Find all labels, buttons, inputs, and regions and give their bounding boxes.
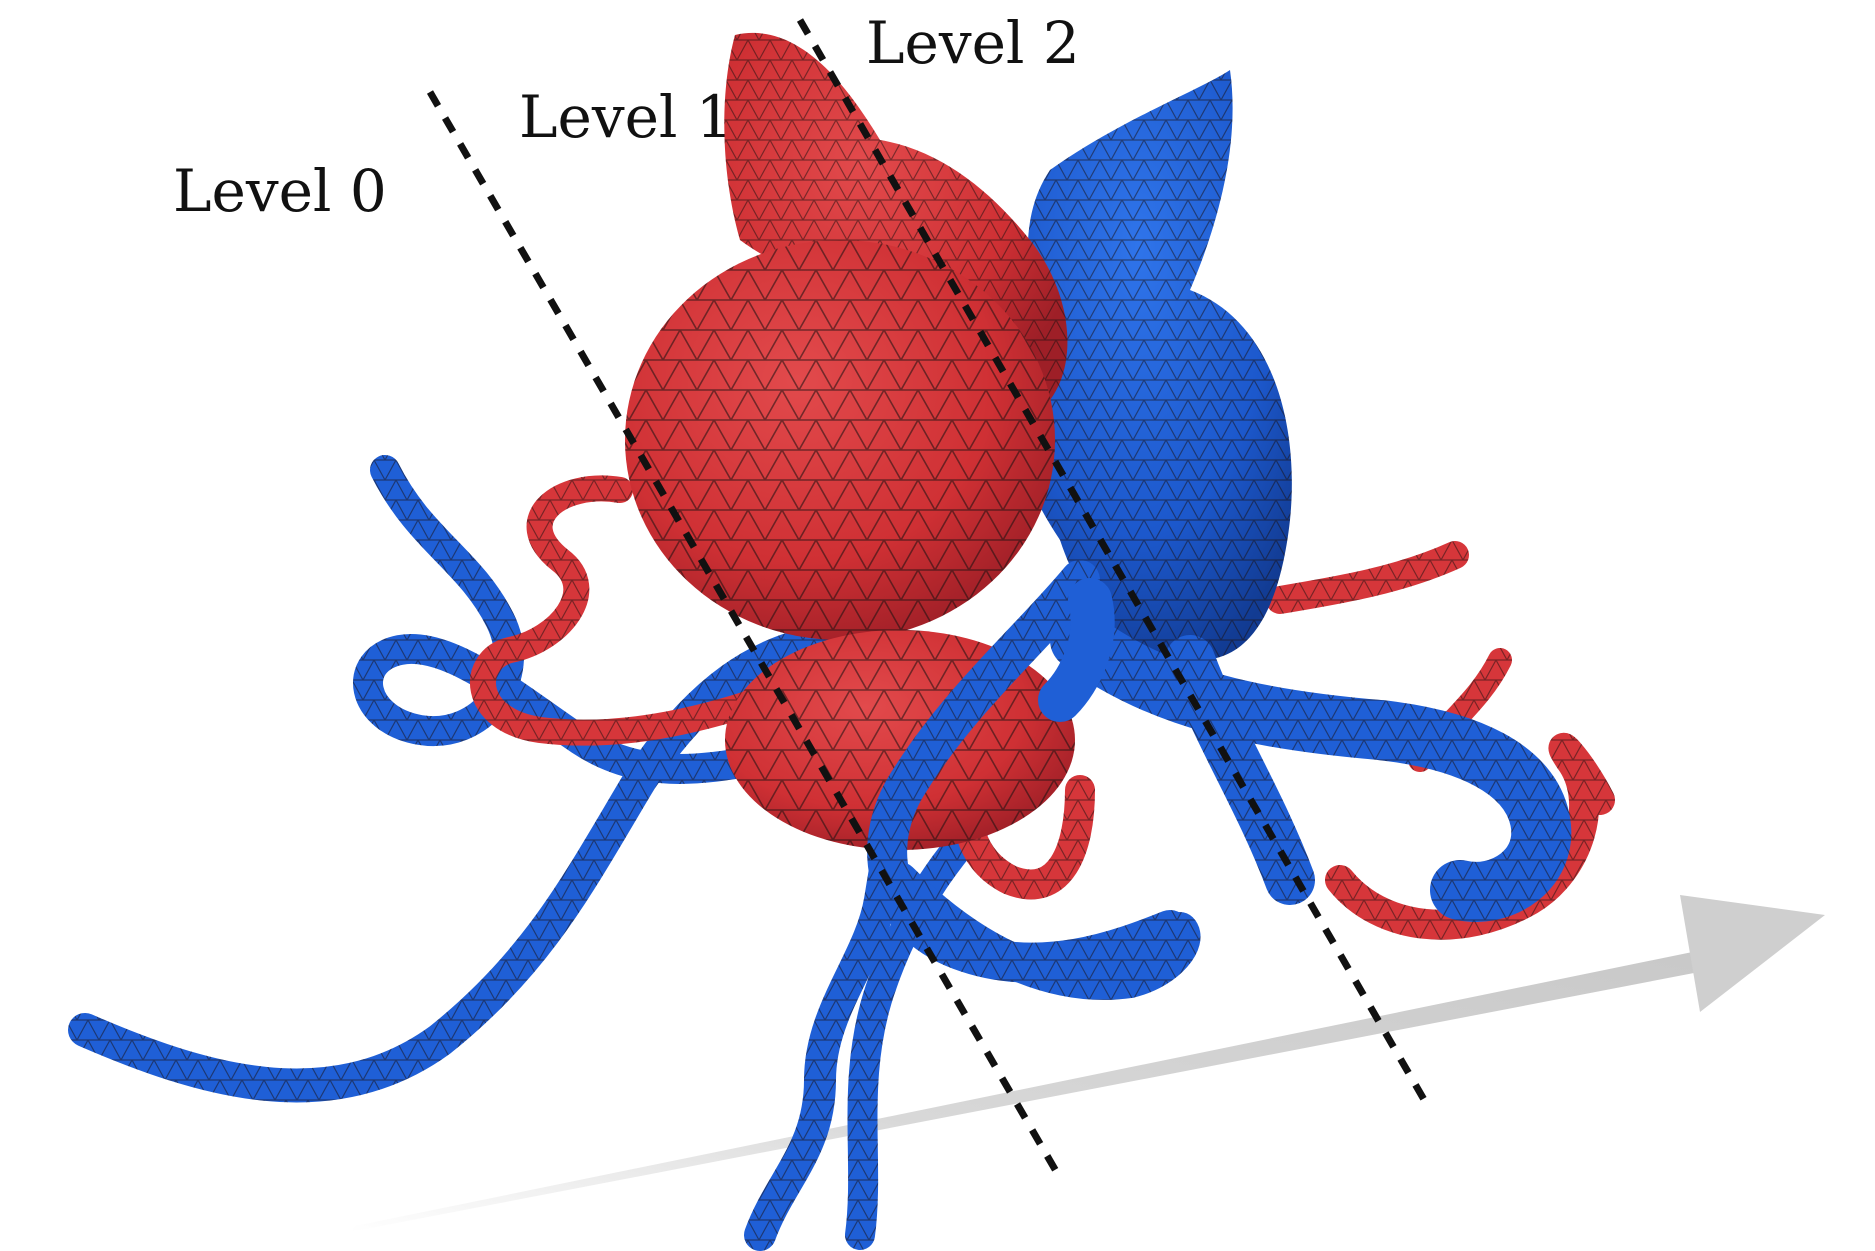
level-1-label: Level 1 <box>519 83 733 151</box>
red-organ <box>625 32 1075 850</box>
red-vessels <box>470 475 1615 940</box>
level-0-label: Level 0 <box>173 157 387 225</box>
blue-organ <box>1012 70 1572 922</box>
level-2-label: Level 2 <box>866 9 1080 77</box>
blue-vessels <box>68 455 1201 1251</box>
blue-front-vessels <box>867 560 1190 983</box>
